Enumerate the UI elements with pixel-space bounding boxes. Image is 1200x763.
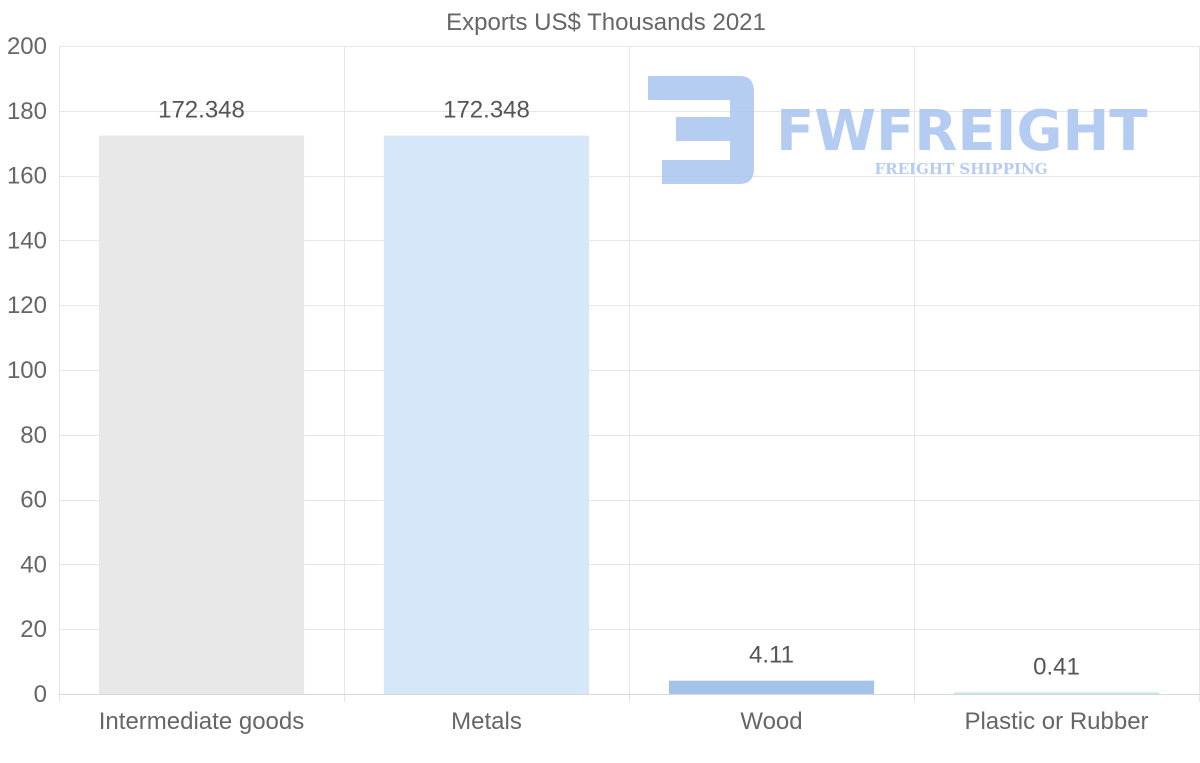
bar xyxy=(383,135,590,695)
y-tick-label: 140 xyxy=(7,227,47,254)
y-tick-label: 180 xyxy=(7,98,47,125)
y-axis-ticks: 0 20 40 60 80 100 120 140 160 180 200 xyxy=(7,33,47,708)
data-label: 172.348 xyxy=(443,97,530,124)
y-tick-label: 100 xyxy=(7,357,47,384)
y-tick-label: 40 xyxy=(20,551,47,578)
data-labels: 172.348 172.348 4.11 0.41 xyxy=(158,97,1080,681)
data-label: 0.41 xyxy=(1033,654,1080,681)
x-tick-label: Plastic or Rubber xyxy=(964,708,1148,735)
x-tick-label: Metals xyxy=(451,708,522,735)
x-axis-ticks: Intermediate goods Metals Wood Plastic or R… xyxy=(99,708,1149,735)
y-tick-label: 80 xyxy=(20,422,47,449)
y-tick-label: 160 xyxy=(7,163,47,190)
x-tick-label: Intermediate goods xyxy=(99,708,304,735)
bar xyxy=(953,692,1160,694)
watermark-brand: FWFREIGHT xyxy=(776,99,1148,164)
y-tick-label: 120 xyxy=(7,292,47,319)
watermark-logo: FWFREIGHT FREIGHT SHIPPING xyxy=(648,76,1148,184)
y-tick-label: 60 xyxy=(20,487,47,514)
data-label: 172.348 xyxy=(158,97,245,124)
chart-title: Exports US$ Thousands 2021 xyxy=(446,9,766,36)
x-tick-label: Wood xyxy=(740,708,802,735)
y-tick-label: 20 xyxy=(20,616,47,643)
watermark-tagline: FREIGHT SHIPPING xyxy=(874,160,1047,178)
bar xyxy=(98,135,305,695)
data-label: 4.11 xyxy=(749,642,794,669)
bar xyxy=(668,680,875,694)
y-tick-label: 0 xyxy=(34,681,47,708)
bars xyxy=(98,135,1160,695)
y-tick-label: 200 xyxy=(7,33,47,60)
watermark-logo-icon xyxy=(648,76,754,184)
